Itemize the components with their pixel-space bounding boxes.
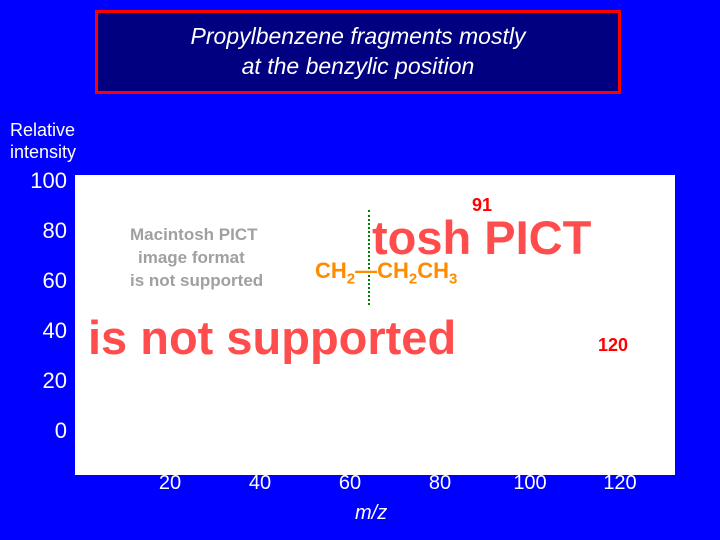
pict-small-line1: Macintosh PICT: [130, 225, 258, 245]
y-tick-100: 100: [12, 168, 67, 194]
y-axis-label: Relative intensity: [10, 120, 76, 163]
y-axis-label-line1: Relative: [10, 120, 76, 142]
formula-sub-3: 2: [409, 270, 417, 287]
y-tick-80: 80: [12, 218, 67, 244]
y-axis-label-line2: intensity: [10, 142, 76, 164]
x-tick-80: 80: [415, 472, 465, 495]
pict-small-line3: is not supported: [130, 271, 263, 291]
x-tick-40: 40: [235, 472, 285, 495]
formula-part-0: CH: [315, 258, 347, 283]
x-tick-100: 100: [505, 472, 555, 495]
title-line-2: at the benzylic position: [242, 52, 475, 82]
pict-small-line2: image format: [138, 248, 245, 268]
y-tick-40: 40: [12, 318, 67, 344]
peak-label-120: 120: [598, 335, 628, 356]
y-tick-60: 60: [12, 268, 67, 294]
formula-part-4: CH: [417, 258, 449, 283]
y-tick-0: 0: [12, 418, 67, 444]
x-tick-60: 60: [325, 472, 375, 495]
x-axis-label: m/z: [355, 502, 387, 525]
y-tick-20: 20: [12, 368, 67, 394]
title-box: Propylbenzene fragments mostly at the be…: [95, 10, 621, 94]
formula-sub-5: 3: [449, 270, 457, 287]
x-tick-20: 20: [145, 472, 195, 495]
pict-big-line3: is not supported: [88, 310, 456, 365]
pict-big-line1: tosh PICT: [372, 210, 591, 265]
formula-sub-1: 2: [347, 270, 355, 287]
peak-label-91: 91: [472, 195, 492, 216]
title-line-1: Propylbenzene fragments mostly: [191, 22, 526, 52]
formula-part-2: —CH: [355, 258, 409, 283]
x-tick-120: 120: [595, 472, 645, 495]
chemical-formula: CH2—CH2CH3: [315, 258, 457, 287]
